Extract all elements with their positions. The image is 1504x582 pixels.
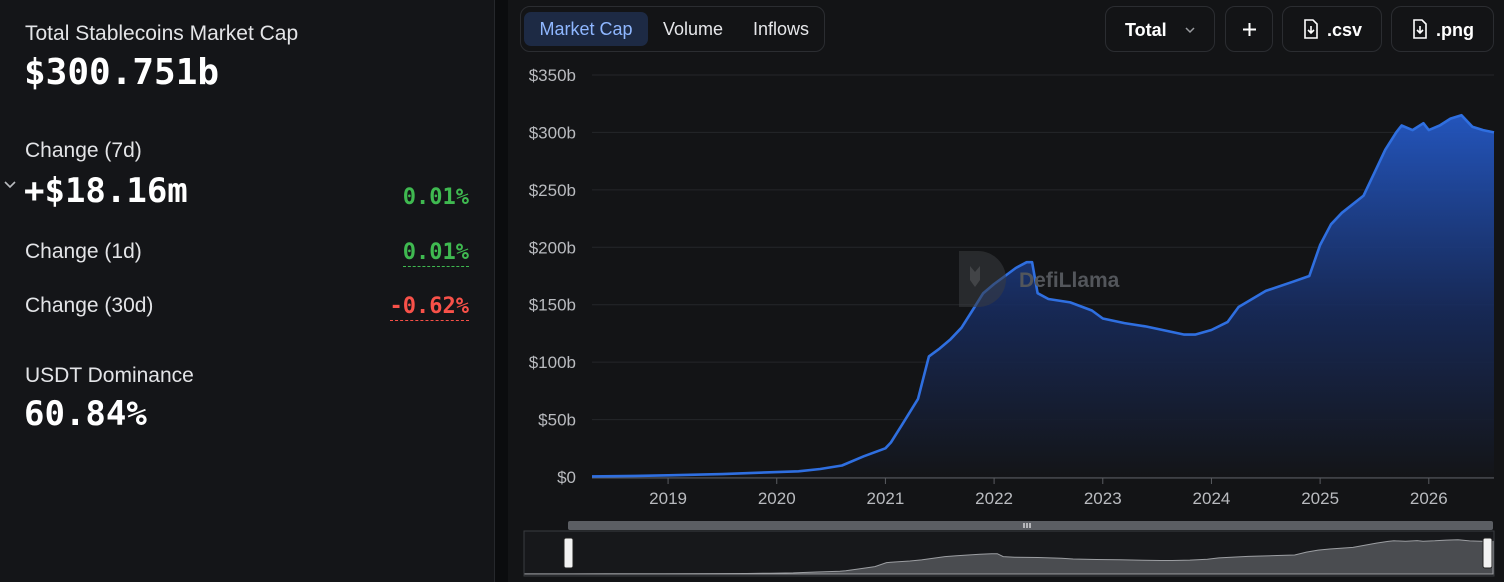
add-button[interactable] bbox=[1225, 6, 1273, 52]
market-cap-line bbox=[591, 113, 1495, 478]
watermark-text: DefiLlama bbox=[1019, 269, 1120, 292]
total-select[interactable]: Total bbox=[1105, 6, 1215, 52]
x-tick-label: 2026 bbox=[1410, 489, 1448, 508]
y-tick-label: $50b bbox=[538, 411, 576, 430]
x-tick-label: 2020 bbox=[758, 489, 796, 508]
tab-volume[interactable]: Volume bbox=[662, 19, 724, 39]
y-tick-label: $350b bbox=[529, 66, 576, 85]
market-cap-area bbox=[592, 115, 1494, 477]
csv-label: .csv bbox=[1327, 20, 1363, 40]
chart-tabs: Market Cap Volume Inflows bbox=[520, 6, 825, 52]
navigator-handle-right[interactable] bbox=[1482, 537, 1493, 569]
x-tick-label: 2021 bbox=[867, 489, 905, 508]
usdt-dominance-label: USDT Dominance bbox=[25, 364, 194, 387]
chevron-down-icon[interactable] bbox=[3, 178, 17, 192]
total-select-label: Total bbox=[1125, 20, 1167, 40]
market-cap-chart: $0 $50b $100b $150b $200b $250b $300b $350b 201… bbox=[523, 66, 1495, 577]
x-tick-label: 2022 bbox=[975, 489, 1013, 508]
change-30d-pct: -0.62% bbox=[389, 294, 469, 321]
change-7d-value: +$18.16m bbox=[24, 171, 188, 211]
total-market-cap-label: Total Stablecoins Market Cap bbox=[25, 22, 299, 45]
change-1d-label: Change (1d) bbox=[25, 240, 142, 263]
x-tick-label: 2019 bbox=[649, 489, 687, 508]
y-tick-label: $150b bbox=[529, 296, 576, 315]
change-1d-pct: 0.01% bbox=[402, 240, 469, 267]
y-tick-label: $250b bbox=[529, 181, 576, 200]
x-tick-label: 2023 bbox=[1084, 489, 1122, 508]
download-csv-button[interactable]: .csv bbox=[1282, 6, 1382, 52]
chart-panel: Market Cap Volume Inflows Total .csv .pn… bbox=[508, 0, 1504, 582]
range-navigator[interactable] bbox=[523, 521, 1495, 577]
download-png-button[interactable]: .png bbox=[1391, 6, 1494, 52]
change-7d-pct: 0.01% bbox=[402, 185, 469, 210]
navigator-series bbox=[524, 539, 1494, 575]
x-axis: 2019 2020 2021 2022 2023 2024 2025 2026 bbox=[592, 477, 1494, 508]
navigator-handle-left[interactable] bbox=[563, 537, 574, 569]
y-tick-label: $0 bbox=[557, 468, 576, 487]
y-axis: $0 $50b $100b $150b $200b $250b $300b $350b bbox=[529, 66, 576, 487]
defillama-watermark bbox=[959, 251, 1006, 307]
y-tick-label: $300b bbox=[529, 123, 576, 142]
tab-inflows[interactable]: Inflows bbox=[752, 19, 810, 39]
tab-market-cap[interactable]: Market Cap bbox=[524, 12, 648, 46]
change-7d-label: Change (7d) bbox=[25, 139, 142, 162]
y-tick-label: $100b bbox=[529, 353, 576, 372]
total-market-cap-value: $300.751b bbox=[24, 52, 220, 93]
x-tick-label: 2025 bbox=[1301, 489, 1339, 508]
png-label: .png bbox=[1436, 20, 1474, 40]
file-download-icon bbox=[1413, 19, 1427, 39]
y-tick-label: $200b bbox=[529, 238, 576, 257]
x-tick-label: 2024 bbox=[1193, 489, 1231, 508]
summary-panel: Total Stablecoins Market Cap $300.751b C… bbox=[0, 0, 495, 582]
usdt-dominance-value: 60.84% bbox=[24, 394, 147, 434]
chevron-down-icon bbox=[1185, 27, 1195, 34]
grip-icon bbox=[1023, 523, 1031, 528]
plus-icon bbox=[1243, 23, 1256, 36]
change-30d-label: Change (30d) bbox=[25, 294, 154, 317]
file-download-icon bbox=[1304, 19, 1318, 39]
